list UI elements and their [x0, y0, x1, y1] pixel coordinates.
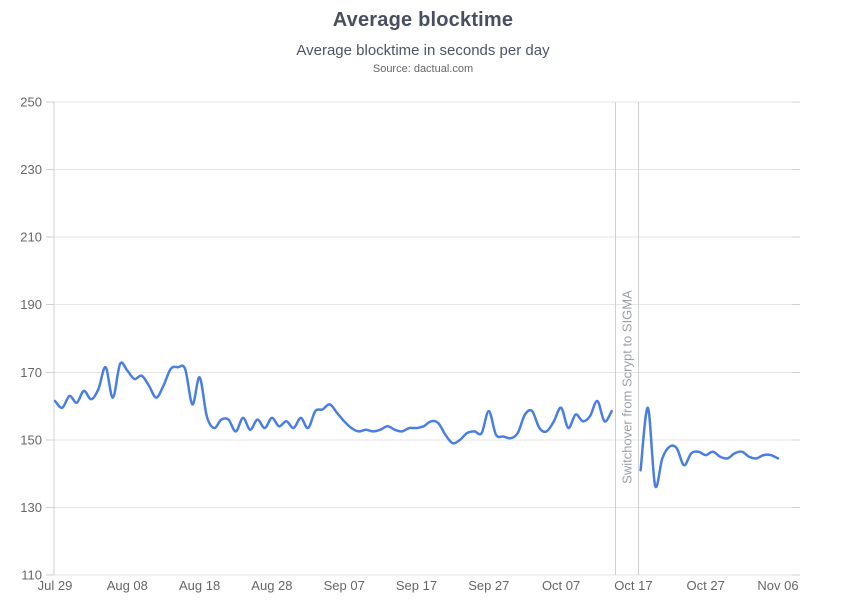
x-axis-label: Oct 07 [542, 578, 580, 593]
y-axis-label: 230 [20, 162, 42, 177]
series-line [53, 361, 613, 445]
y-axis-label: 190 [20, 297, 42, 312]
y-axis-label: 130 [20, 500, 42, 515]
y-axis-label: 150 [20, 432, 42, 447]
x-axis-label: Jul 29 [38, 578, 73, 593]
gridlines [54, 101, 800, 576]
axis-labels: 110 130 150 170 190 210 230 250 Jul 29 Aug 08 Aug … [20, 95, 798, 594]
x-axis-label: Sep 27 [468, 578, 509, 593]
x-axis-label: Oct 17 [614, 578, 652, 593]
plot-band: Switchover from Scrypt to SIGMA [614, 102, 639, 575]
x-axis-label: Sep 07 [324, 578, 365, 593]
y-axis-label: 210 [20, 230, 42, 245]
plot-band-label: Switchover from Scrypt to SIGMA [619, 290, 634, 484]
x-axis-label: Aug 18 [179, 578, 220, 593]
x-axis-label: Aug 08 [107, 578, 148, 593]
y-axis-label: 110 [21, 568, 42, 583]
x-axis-label: Aug 28 [251, 578, 292, 593]
x-axis-label: Nov 06 [757, 578, 798, 593]
series-line [639, 406, 780, 489]
y-axis-label: 250 [20, 95, 42, 110]
series-group [53, 361, 780, 489]
x-axis-label: Sep 17 [396, 578, 437, 593]
axes [46, 101, 800, 576]
x-axis-label: Oct 27 [687, 578, 725, 593]
y-axis-label: 170 [20, 365, 42, 380]
